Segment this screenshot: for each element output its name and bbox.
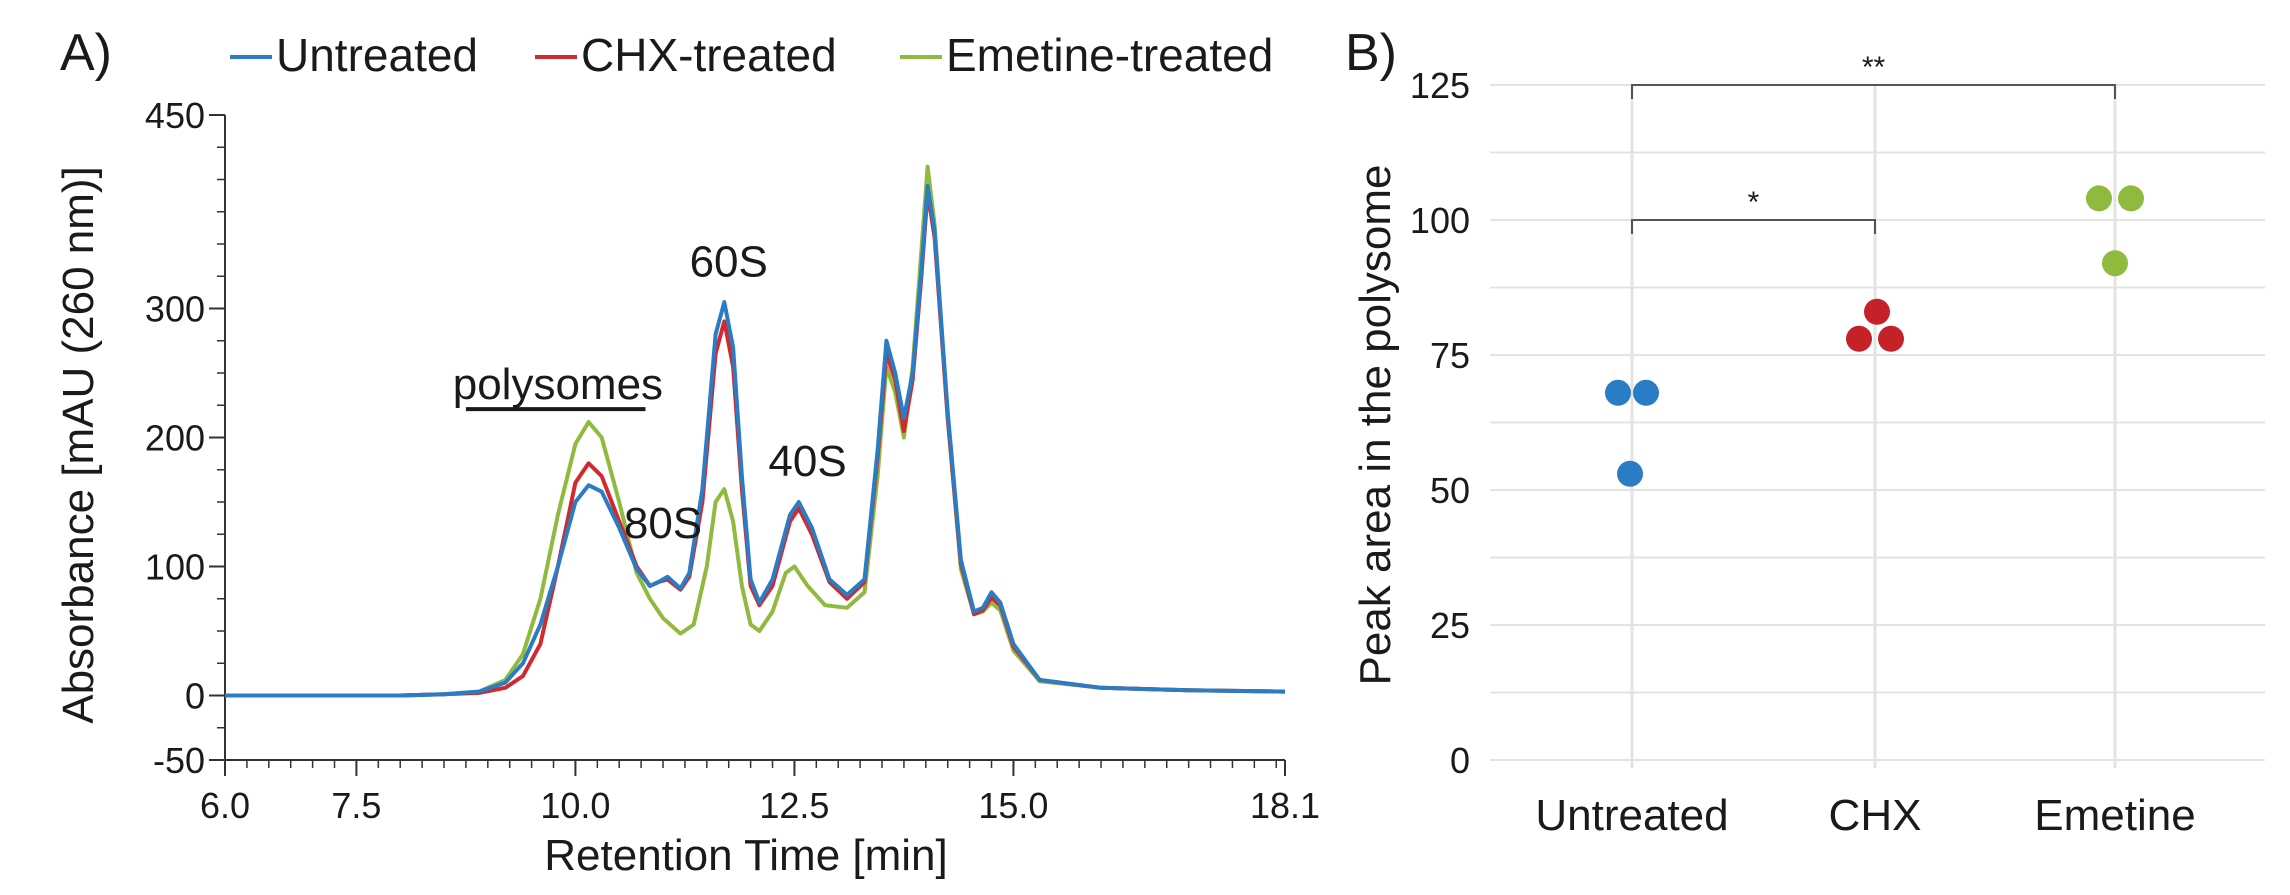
y-tick-label: 0 (1450, 740, 1470, 781)
panel-a-lines (225, 164, 1286, 698)
data-point-emetine (2102, 250, 2128, 277)
annotation-label: 60S (690, 237, 768, 286)
y-tick-label: 300 (145, 289, 205, 330)
y-tick-label: 50 (1430, 470, 1470, 511)
panel-a-label: A) (60, 24, 112, 82)
panel-b-significance-brackets: *** (1631, 51, 2116, 234)
panel-b-label: B) (1345, 24, 1397, 82)
panel-a-y-axis-title: Absorbance [mAU (260 nm)] (54, 166, 103, 724)
significance-label: * (1748, 186, 1760, 219)
data-point-untreated (1605, 379, 1631, 406)
y-tick-label: 450 (145, 95, 205, 136)
panel-b-dots (1605, 185, 2144, 487)
panel-a-line-chart: A) Untreated CHX-treated Emetine-treated 4… (54, 24, 1320, 880)
y-tick-label: 125 (1410, 65, 1470, 106)
x-tick-label: 18.1 (1250, 785, 1320, 826)
y-tick-label: 100 (145, 547, 205, 588)
x-category-label: CHX (1829, 791, 1922, 840)
data-point-chx (1878, 325, 1904, 352)
y-tick-label: 75 (1430, 335, 1470, 376)
panel-a-annotations: polysomes 80S 60S 40S (453, 237, 847, 548)
data-point-chx (1846, 325, 1872, 352)
significance-bracket (1631, 84, 2116, 99)
y-tick-label: -50 (153, 740, 205, 781)
y-tick-label: 25 (1430, 605, 1470, 646)
legend-label: Emetine-treated (946, 29, 1273, 81)
x-tick-label: 12.5 (759, 785, 829, 826)
panel-a-axes: 450 300 200 100 0 -506.0 7.5 10.0 12.5 15.0 18.1 (145, 95, 1320, 826)
panel-b-y-axis-title: Peak area in the polysome (1351, 165, 1400, 686)
annotation-label: polysomes (453, 360, 663, 409)
significance-label: ** (1862, 51, 1886, 84)
data-point-chx (1864, 298, 1890, 325)
x-category-label: Untreated (1535, 791, 1728, 840)
y-tick-label: 0 (185, 676, 205, 717)
x-tick-label: 6.0 (200, 785, 250, 826)
series-line-untreated (225, 184, 1286, 698)
significance-bracket (1631, 219, 1876, 234)
data-point-untreated (1617, 460, 1643, 487)
annotation-label: 80S (624, 499, 702, 548)
panel-b-gridlines: Untreated CHX Emetine 0 25 50 75 100 125 (1410, 65, 2265, 840)
x-tick-label: 10.0 (540, 785, 610, 826)
data-point-emetine (2086, 185, 2112, 212)
x-tick-label: 15.0 (978, 785, 1048, 826)
legend-label: Untreated (276, 29, 478, 81)
annotation-label: 40S (768, 437, 846, 486)
x-category-label: Emetine (2034, 791, 2195, 840)
data-point-untreated (1633, 379, 1659, 406)
legend-label: CHX-treated (581, 29, 837, 81)
x-tick-label: 7.5 (331, 785, 381, 826)
y-tick-label: 200 (145, 418, 205, 459)
panel-a-legend: Untreated CHX-treated Emetine-treated (230, 29, 1273, 81)
y-tick-label: 100 (1410, 200, 1470, 241)
panel-a-x-axis-title: Retention Time [min] (544, 831, 948, 880)
data-point-emetine (2118, 185, 2144, 212)
